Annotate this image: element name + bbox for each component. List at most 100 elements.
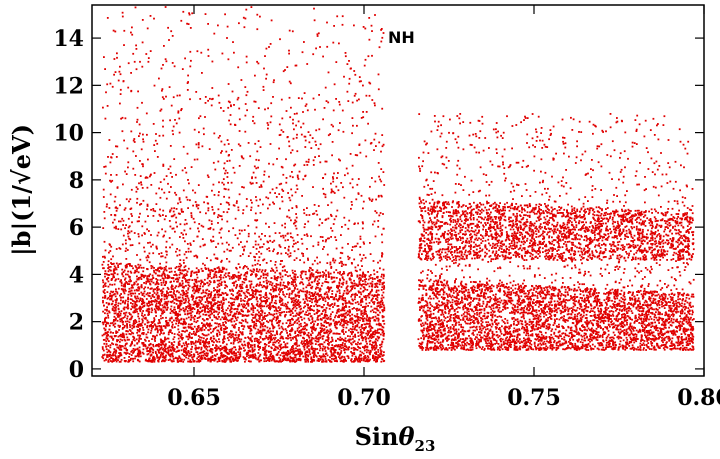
scatter-point — [209, 309, 211, 312]
scatter-point — [367, 305, 369, 307]
scatter-point — [138, 354, 140, 356]
scatter-point — [206, 300, 209, 303]
scatter-point — [295, 205, 298, 207]
scatter-point — [115, 227, 117, 230]
scatter-point — [177, 202, 179, 205]
scatter-point — [155, 282, 158, 285]
scatter-point — [251, 297, 254, 299]
scatter-point — [284, 313, 287, 316]
scatter-point — [199, 287, 202, 290]
scatter-point — [127, 161, 130, 164]
scatter-point — [236, 310, 238, 313]
scatter-point — [317, 205, 320, 207]
scatter-point — [195, 203, 198, 206]
scatter-point — [202, 244, 205, 247]
scatter-point — [256, 283, 259, 286]
scatter-point — [112, 29, 115, 32]
scatter-point — [364, 274, 367, 277]
scatter-point — [364, 335, 367, 338]
scatter-point — [276, 252, 279, 255]
scatter-point — [211, 355, 214, 357]
scatter-point — [253, 165, 256, 168]
scatter-point — [365, 337, 368, 340]
scatter-point — [114, 71, 117, 73]
scatter-point — [352, 346, 355, 349]
scatter-point — [129, 264, 132, 267]
scatter-point — [280, 325, 283, 328]
scatter-point — [306, 235, 309, 237]
scatter-point — [289, 334, 292, 337]
scatter-point — [119, 93, 122, 95]
scatter-point — [309, 308, 311, 311]
scatter-point — [131, 327, 134, 330]
scatter-point — [131, 340, 133, 343]
scatter-point — [106, 83, 109, 86]
scatter-point — [361, 227, 364, 230]
scatter-point — [325, 269, 327, 272]
scatter-point — [187, 247, 190, 250]
scatter-point — [344, 331, 347, 333]
scatter-point — [284, 226, 286, 229]
scatter-point — [210, 302, 212, 305]
scatter-point — [223, 195, 225, 198]
scatter-point — [278, 183, 281, 186]
scatter-point — [249, 294, 252, 297]
scatter-point — [179, 302, 181, 305]
scatter-point — [215, 246, 217, 248]
scatter-point — [189, 354, 192, 357]
scatter-point — [273, 288, 276, 290]
scatter-point — [119, 345, 122, 348]
scatter-point — [331, 340, 334, 342]
scatter-point — [355, 356, 358, 359]
scatter-point — [331, 141, 334, 143]
scatter-point — [180, 108, 183, 110]
scatter-point — [317, 309, 320, 312]
scatter-point — [275, 360, 277, 363]
scatter-point — [328, 289, 331, 291]
scatter-point — [225, 276, 227, 278]
scatter-point — [268, 292, 271, 295]
scatter-point — [246, 90, 249, 93]
scatter-point — [318, 331, 320, 334]
scatter-point — [217, 304, 219, 307]
scatter-point — [228, 203, 231, 206]
scatter-point — [207, 333, 210, 336]
scatter-point — [249, 155, 252, 158]
scatter-point — [174, 298, 177, 301]
scatter-point — [171, 300, 174, 302]
scatter-point — [216, 347, 219, 350]
scatter-point — [122, 288, 125, 291]
scatter-point — [221, 52, 224, 55]
scatter-point — [123, 292, 126, 295]
scatter-point — [106, 312, 109, 315]
scatter-point — [278, 287, 281, 290]
scatter-point — [103, 255, 106, 258]
scatter-point — [227, 143, 230, 145]
scatter-point — [371, 30, 373, 32]
scatter-point — [347, 227, 350, 230]
scatter-point — [258, 235, 261, 238]
scatter-point — [174, 119, 176, 121]
scatter-point — [373, 138, 376, 141]
scatter-point — [289, 352, 292, 355]
scatter-point — [292, 350, 295, 352]
scatter-point — [149, 50, 152, 52]
scatter-point — [319, 275, 321, 278]
scatter-point — [376, 282, 379, 285]
scatter-point — [196, 360, 198, 363]
scatter-point — [153, 335, 156, 338]
scatter-point — [149, 292, 151, 294]
scatter-point — [270, 115, 273, 118]
scatter-point — [308, 293, 311, 296]
scatter-point — [195, 91, 198, 93]
scatter-point — [330, 201, 333, 204]
scatter-point — [215, 276, 218, 279]
scatter-point — [240, 155, 243, 158]
scatter-point — [227, 181, 229, 184]
scatter-point — [336, 209, 339, 212]
scatter-point — [194, 301, 197, 304]
scatter-point — [290, 324, 293, 326]
scatter-point — [332, 276, 335, 279]
scatter-point — [226, 327, 228, 329]
scatter-point — [317, 32, 320, 35]
